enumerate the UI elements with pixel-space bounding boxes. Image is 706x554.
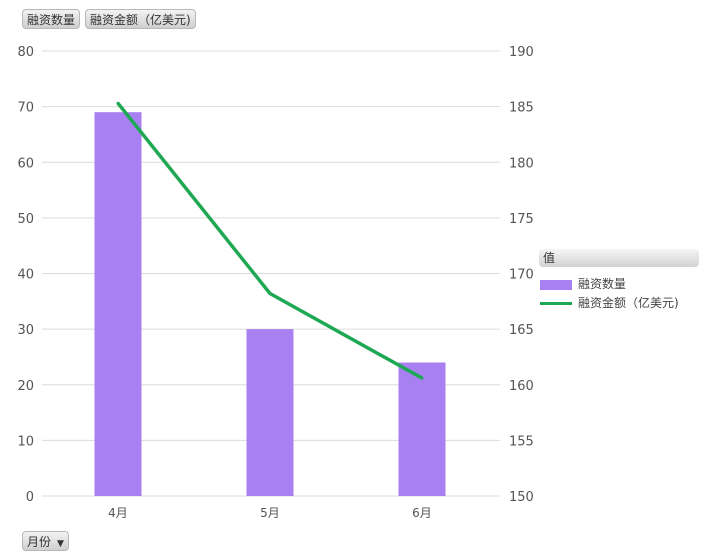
right-tick-label: 185 <box>509 101 534 116</box>
left-tick-label: 20 <box>17 379 34 394</box>
line-series <box>116 101 424 380</box>
field-pill-funding-amount[interactable]: 融资金额（亿美元) <box>85 9 196 29</box>
left-tick-label: 10 <box>17 434 34 449</box>
left-tick-label: 50 <box>17 212 34 227</box>
x-axis-ticks: 4月 5月 6月 <box>108 506 432 520</box>
legend-item-funding-amount: 融资金额（亿美元) <box>540 294 679 311</box>
right-axis-ticks: 150 155 160 165 170 175 180 185 190 <box>509 45 534 505</box>
left-tick-label: 40 <box>17 268 34 283</box>
right-tick-label: 175 <box>509 212 534 227</box>
left-tick-label: 30 <box>17 323 34 338</box>
line-point <box>116 101 120 105</box>
line-point <box>420 376 424 380</box>
x-tick-label: 6月 <box>412 506 432 520</box>
right-tick-label: 180 <box>509 156 534 171</box>
right-tick-label: 170 <box>509 268 534 283</box>
legend-swatch-line <box>540 302 572 305</box>
field-pill-funding-count[interactable]: 融资数量 <box>22 9 81 29</box>
month-label: 月份 <box>27 535 52 549</box>
legend-label-funding-amount: 融资金额（亿美元) <box>578 296 679 310</box>
right-tick-label: 150 <box>509 490 534 505</box>
legend-item-funding-count: 融资数量 <box>540 275 626 292</box>
x-tick-label: 4月 <box>108 506 128 520</box>
left-tick-label: 0 <box>26 490 34 505</box>
legend-title: 值 <box>539 249 699 267</box>
x-tick-label: 5月 <box>260 506 280 520</box>
bar <box>398 362 446 496</box>
left-axis-ticks: 0 10 20 30 40 50 60 70 80 <box>17 45 34 505</box>
right-tick-label: 160 <box>509 379 534 394</box>
legend-label-funding-count: 融资数量 <box>578 277 627 291</box>
left-tick-label: 80 <box>17 45 34 60</box>
caret-down-icon: ▼ <box>57 539 64 549</box>
field-pill-month[interactable]: 月份 ▼ <box>22 531 69 551</box>
bar-series <box>94 112 446 496</box>
left-tick-label: 70 <box>17 101 34 116</box>
line-point <box>268 292 272 296</box>
legend-swatch-bar <box>540 279 572 290</box>
left-tick-label: 60 <box>17 156 34 171</box>
right-tick-label: 190 <box>509 45 534 60</box>
right-tick-label: 155 <box>509 434 534 449</box>
right-tick-label: 165 <box>509 323 534 338</box>
bar <box>246 329 294 496</box>
bar <box>94 112 142 496</box>
